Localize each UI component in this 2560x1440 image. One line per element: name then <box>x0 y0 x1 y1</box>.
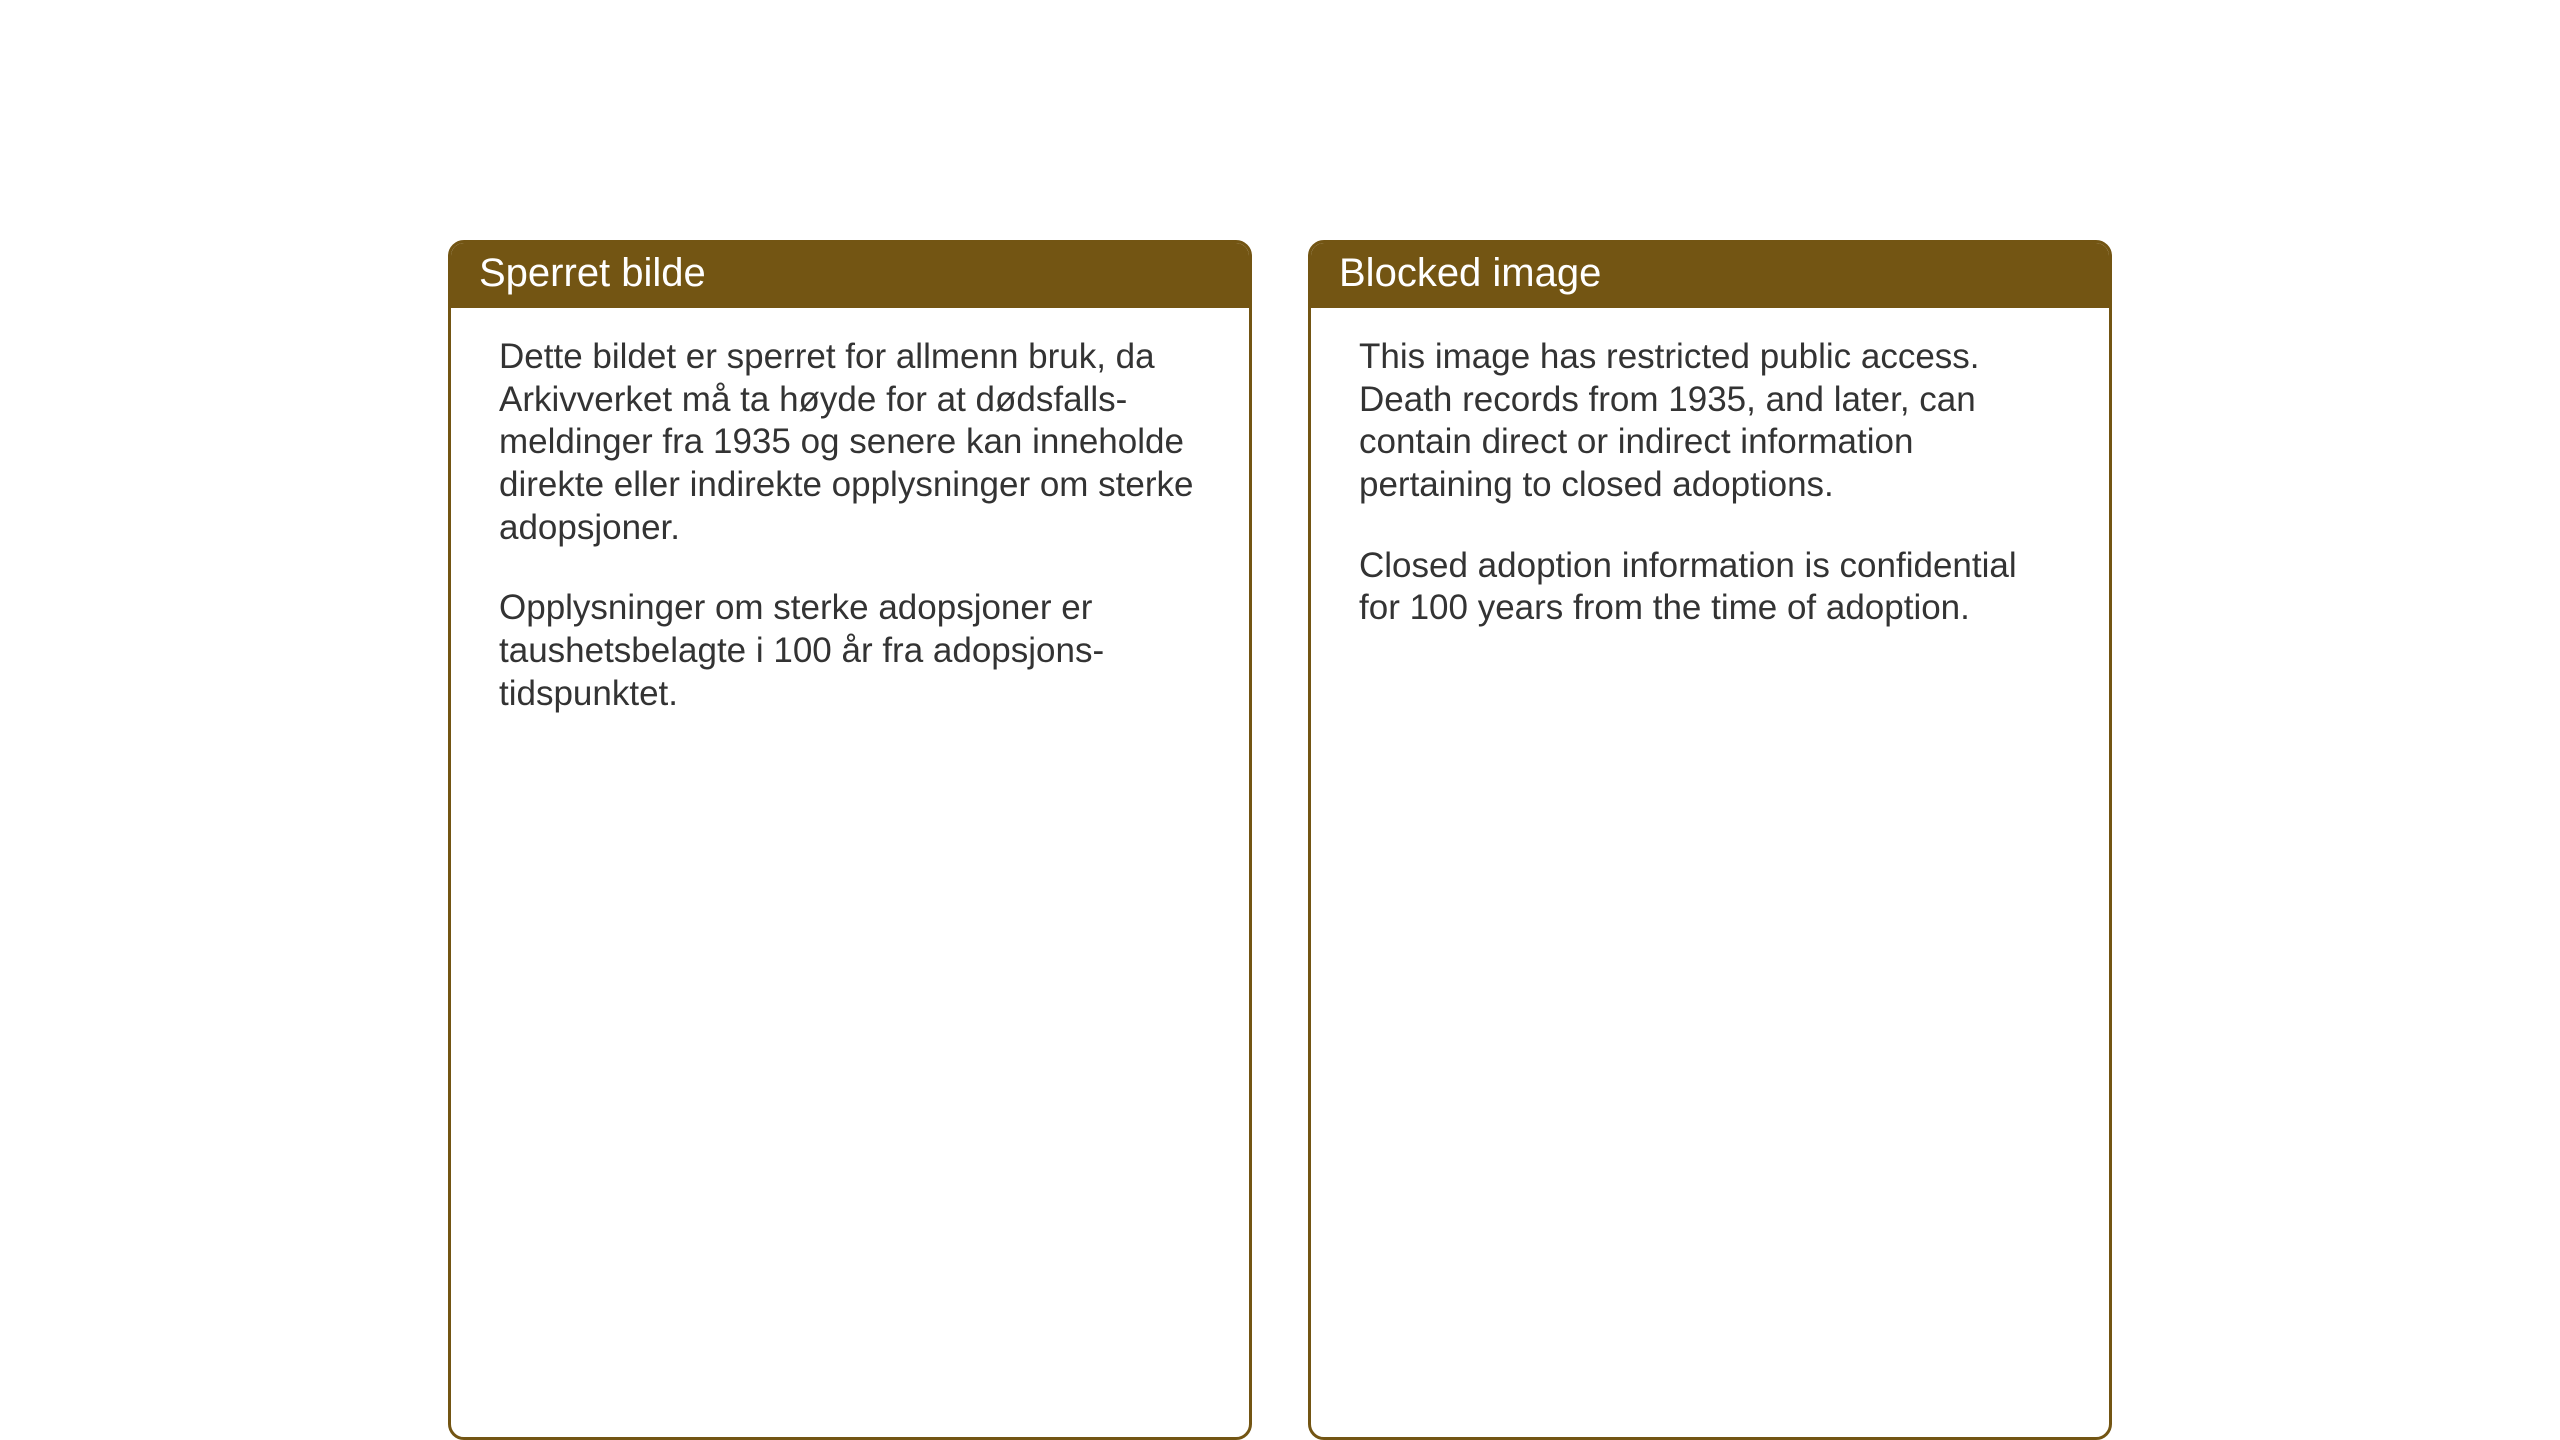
english-box-body: This image has restricted public access.… <box>1311 308 2109 748</box>
norwegian-box-body: Dette bildet er sperret for allmenn bruk… <box>451 308 1249 752</box>
english-paragraph-1: This image has restricted public access.… <box>1359 336 2061 507</box>
english-paragraph-2: Closed adoption information is confident… <box>1359 545 2061 630</box>
english-notice-box: Blocked image This image has restricted … <box>1308 240 2112 1440</box>
english-box-title: Blocked image <box>1311 243 2109 308</box>
norwegian-box-title: Sperret bilde <box>451 243 1249 308</box>
norwegian-paragraph-1: Dette bildet er sperret for allmenn bruk… <box>499 336 1201 549</box>
norwegian-paragraph-2: Opplysninger om sterke adopsjoner er tau… <box>499 587 1201 715</box>
norwegian-notice-box: Sperret bilde Dette bildet er sperret fo… <box>448 240 1252 1440</box>
notice-container: Sperret bilde Dette bildet er sperret fo… <box>448 240 2112 1440</box>
